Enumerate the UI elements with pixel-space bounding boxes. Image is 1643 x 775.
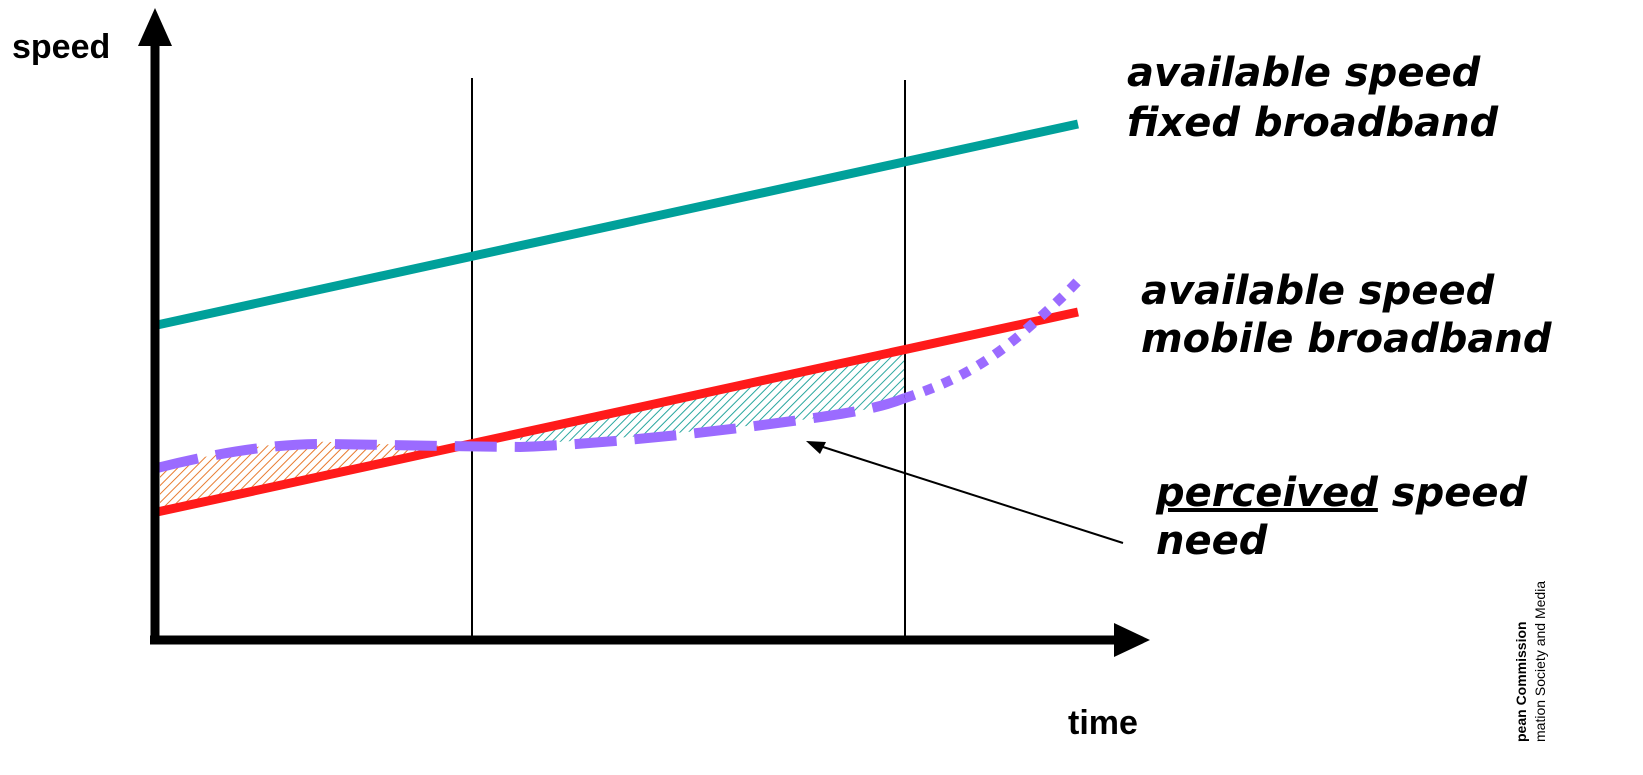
- pointer-arrow-line: [819, 445, 1124, 544]
- mobile-broadband-line: [156, 307, 1079, 517]
- perceived-speed-dotted-line: [903, 277, 1082, 403]
- mobile-broadband-label-line2: mobile broadband: [1141, 316, 1552, 362]
- footer-org-text: pean Commission: [1513, 621, 1529, 742]
- perceived-speed-label-line1: perceived speed: [1155, 470, 1528, 516]
- perceived-speed-label-line2: need: [1156, 518, 1268, 564]
- fixed-broadband-line: [156, 119, 1079, 330]
- y-axis-arrowhead: [138, 8, 172, 46]
- footer-dept-text: mation Society and Media: [1532, 581, 1548, 742]
- x-axis-label: time: [1068, 704, 1138, 742]
- perceived-speed-word: speed: [1378, 470, 1528, 516]
- x-axis-arrowhead: [1114, 623, 1150, 657]
- mobile-broadband-label-line1: available speed: [1141, 268, 1495, 314]
- pointer-arrowhead: [806, 441, 826, 454]
- fixed-broadband-label-line2: fixed broadband: [1127, 100, 1499, 146]
- perceived-underlined-word: perceived: [1155, 470, 1378, 516]
- fixed-broadband-label-line1: available speed: [1127, 50, 1481, 96]
- perceived-speed-dashed-line: [155, 393, 907, 473]
- y-axis-label: speed: [12, 28, 110, 66]
